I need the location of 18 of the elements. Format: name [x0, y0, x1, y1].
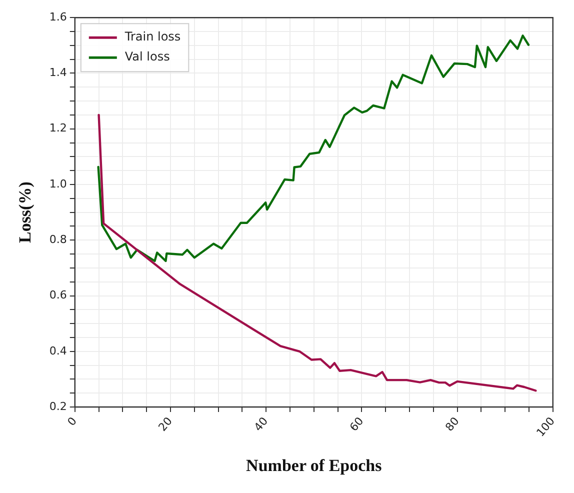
x-tick-label: 80 — [442, 414, 462, 434]
y-tick-label: 1.2 — [49, 122, 67, 135]
x-tick-label: 0 — [64, 414, 80, 428]
legend-label: Train loss — [124, 30, 181, 44]
y-tick-label: 0.2 — [49, 400, 67, 413]
x-tick-label: 40 — [252, 414, 271, 434]
y-tick-label: 0.4 — [49, 344, 67, 358]
x-tick-label: 60 — [347, 414, 366, 434]
y-tick-label: 1.6 — [49, 10, 67, 24]
y-tick-label: 0.8 — [49, 232, 67, 246]
y-axis-title: Loss(%) — [16, 182, 35, 244]
legend-label: Val loss — [124, 50, 170, 64]
y-tick-label: 1.4 — [49, 66, 67, 80]
x-tick-label: 100 — [534, 414, 558, 440]
x-axis-title: Number of Epochs — [246, 456, 382, 476]
y-tick-label: 0.6 — [49, 288, 67, 302]
x-tick-label: 20 — [156, 414, 175, 434]
y-tick-label: 1.0 — [49, 177, 67, 190]
